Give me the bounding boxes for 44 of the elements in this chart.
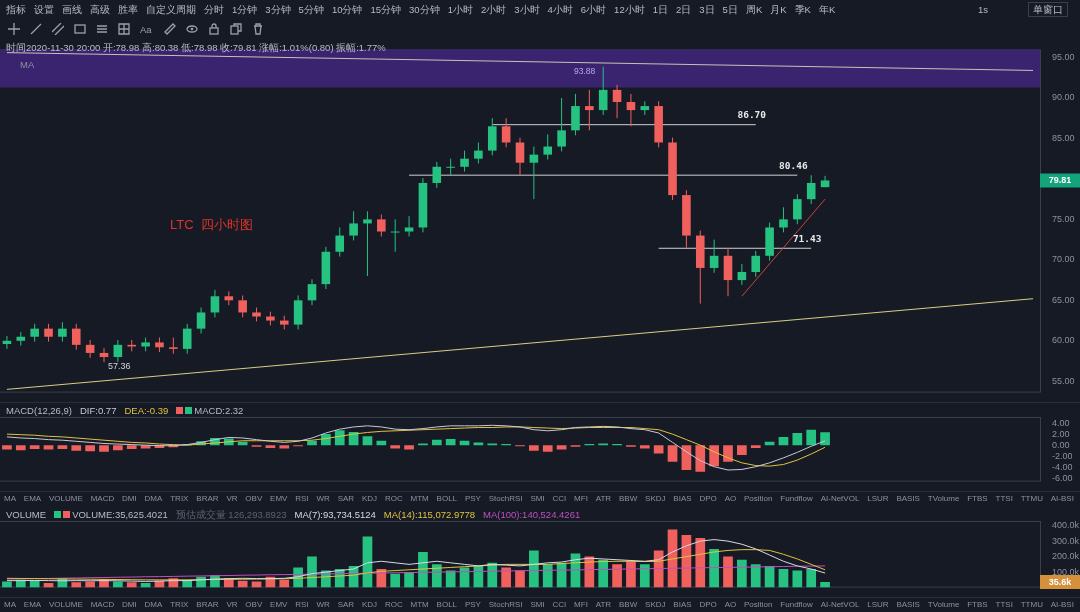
chart-title: MACD(12,26,9) bbox=[6, 405, 72, 416]
y-tick-label: -2.00 bbox=[1052, 450, 1073, 461]
y-tick-label: 300.0k bbox=[1052, 535, 1080, 546]
y-tick-label: 85.00 bbox=[1052, 132, 1075, 143]
text: 单窗口 bbox=[1028, 2, 1068, 17]
y-tick-label: 60.00 bbox=[1052, 335, 1075, 346]
series-label: 86.70 bbox=[737, 109, 767, 121]
annotation: 35.6k bbox=[1048, 576, 1073, 587]
annotation: MA bbox=[20, 59, 36, 70]
y-tick-label: 200.0k bbox=[1052, 551, 1080, 562]
y-tick-label: 2.00 bbox=[1052, 428, 1070, 439]
annotation: LTC 四小时图 bbox=[170, 216, 253, 234]
annotation: 79.81 bbox=[1048, 174, 1072, 185]
text: MA EMA VOLUME MACD DMI DMA TRIX BRAR VR OBV EMV RSI WR SAR KDJ ROC MTM BOLL PSY StochRSI SMI CCI MFI ATR BBW SKDJ BIAS DPO AO Position Fundflow AI-NetVOL LSUR BASIS TVolume FTBS TTSI TTMU AI-BSI bbox=[4, 600, 1074, 609]
y-tick-label: 4.00 bbox=[1052, 417, 1070, 428]
annotation: 57.36 bbox=[108, 360, 131, 371]
y-tick-label: 100.0k bbox=[1052, 566, 1080, 577]
y-tick-label: 55.00 bbox=[1052, 375, 1075, 386]
text: MA(7):93,734.5124 bbox=[294, 509, 376, 520]
text: 指标 设置 画线 高级 胜率 自定义周期 分时 1分钟 3分钟 5分钟 10分钟 15分钟 30分钟 1小时 2小时 3小时 4小时 6小时 12小时 1日 2日 3日 5日 周K 月K 季K 年K bbox=[6, 3, 836, 15]
y-tick-label: -6.00 bbox=[1052, 472, 1073, 483]
y-tick-label: 400.0k bbox=[1052, 520, 1080, 531]
y-tick-label: 65.00 bbox=[1052, 294, 1075, 305]
text: DIF:0.77 bbox=[80, 405, 117, 416]
text: Aa bbox=[140, 23, 152, 35]
y-tick-label: 70.00 bbox=[1052, 254, 1075, 265]
y-tick-label: 95.00 bbox=[1052, 51, 1075, 62]
annotation: 93.88 bbox=[573, 65, 596, 76]
chart-subtitle: 时间2020-11-30 20:00 开:78.98 高:80.38 低:78.98 收:79.81 涨幅:1.01%(0.80) 振幅:1.77% bbox=[6, 42, 386, 55]
series-label: 71.43 bbox=[792, 232, 822, 244]
chart-title: VOLUME bbox=[6, 509, 47, 520]
text: 预估成交量 126,293.8923 bbox=[175, 509, 287, 520]
legend-label: MACD:2.32 bbox=[194, 405, 244, 416]
text: MA(14):115,072.9778 bbox=[383, 509, 476, 520]
text: MA EMA VOLUME MACD DMI DMA TRIX BRAR VR OBV EMV RSI WR SAR KDJ ROC MTM BOLL PSY StochRSI SMI CCI MFI ATR BBW SKDJ BIAS DPO AO Position Fundflow AI-NetVOL LSUR BASIS TVolume FTBS TTSI TTMU AI-BSI bbox=[4, 494, 1074, 503]
y-tick-label: 0.00 bbox=[1052, 439, 1070, 450]
y-tick-label: 75.00 bbox=[1052, 213, 1075, 224]
text: DEA:-0.39 bbox=[124, 405, 169, 416]
text: MA(100):140,524.4261 bbox=[483, 509, 581, 520]
y-tick-label: -4.00 bbox=[1052, 461, 1073, 472]
y-tick-label: 90.00 bbox=[1052, 92, 1075, 103]
legend-label: VOLUME:35,625.4021 bbox=[72, 509, 168, 520]
series-label: 80.46 bbox=[779, 159, 808, 171]
text: 1s bbox=[977, 4, 988, 15]
